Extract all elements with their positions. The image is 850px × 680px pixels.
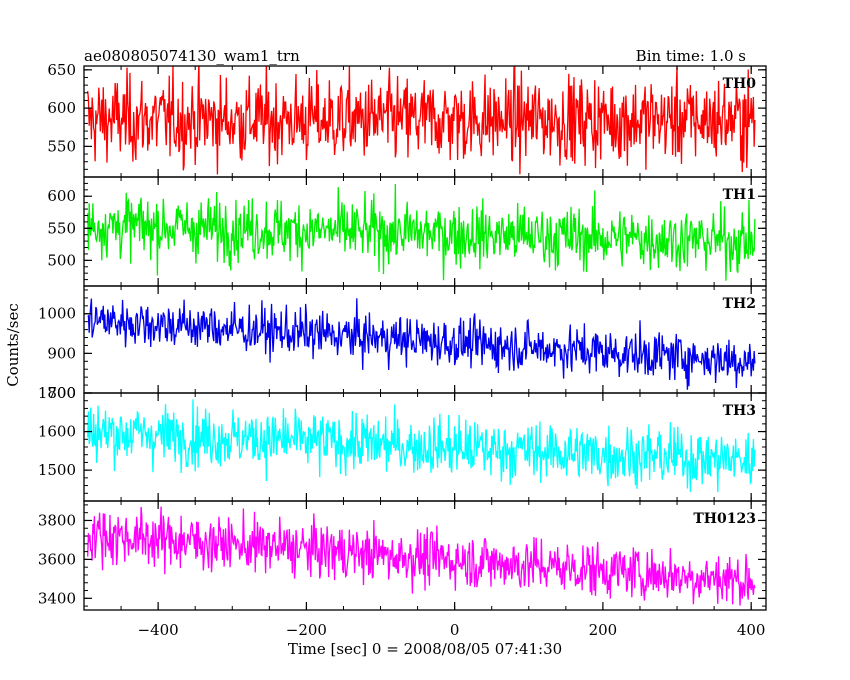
panel-label: TH1	[723, 187, 756, 203]
y-axis-label: Counts/sec	[4, 303, 22, 387]
chart-title: ae080805074130_wam1_trn	[84, 47, 300, 65]
series-line-th1	[87, 183, 756, 281]
y-tick-label: 550	[47, 137, 76, 155]
panel-th0123: 3400 3600 3800 TH0123	[38, 500, 767, 611]
y-tick-label: 600	[47, 187, 76, 205]
series-line-th0123	[87, 506, 756, 606]
panel-th2: 800 900 1000 TH2	[38, 285, 767, 402]
x-tick-label: −400	[138, 621, 179, 639]
y-tick-label: 600	[47, 99, 76, 117]
y-tick-label: 1600	[38, 423, 76, 441]
y-tick-label: 3600	[38, 550, 76, 568]
y-tick-label: 1500	[38, 461, 76, 479]
x-tick-label: 0	[450, 621, 460, 639]
series-line-th0	[87, 66, 756, 175]
x-axis-label: Time [sec] 0 = 2008/08/05 07:41:30	[288, 640, 562, 658]
x-tick-label: −200	[286, 621, 327, 639]
y-tick-label: 900	[47, 344, 76, 362]
y-tick-label: 650	[47, 61, 76, 79]
panel-th1: 500 550 600 TH1	[47, 176, 767, 287]
panel-th3: 1500 1600 1700 TH3	[38, 384, 767, 502]
panels-group: 550 600 650 TH0 500 550 600 TH1 800 900 1000 TH2 150…	[38, 61, 767, 611]
y-tick-label: 800	[47, 384, 76, 402]
y-tick-label: 3400	[38, 589, 76, 607]
series-line-th2	[87, 298, 756, 390]
y-tick-label: 3800	[38, 511, 76, 529]
y-tick-label: 1000	[38, 305, 76, 323]
x-tick-label: 200	[589, 621, 618, 639]
panel-label: TH0123	[693, 511, 756, 527]
panel-th0: 550 600 650 TH0	[47, 61, 767, 178]
bin-time-label: Bin time: 1.0 s	[636, 47, 746, 65]
x-axis: −400 −200 0 200 400	[138, 621, 766, 639]
panel-label: TH2	[723, 296, 756, 312]
panel-label: TH3	[723, 403, 756, 419]
y-tick-label: 500	[47, 251, 76, 269]
panel-frame	[83, 500, 767, 611]
panel-label: TH0	[723, 76, 757, 92]
x-tick-label: 400	[737, 621, 766, 639]
y-tick-label: 550	[47, 219, 76, 237]
y-tick-label: 1700	[38, 384, 76, 402]
series-line-th3	[87, 399, 756, 493]
